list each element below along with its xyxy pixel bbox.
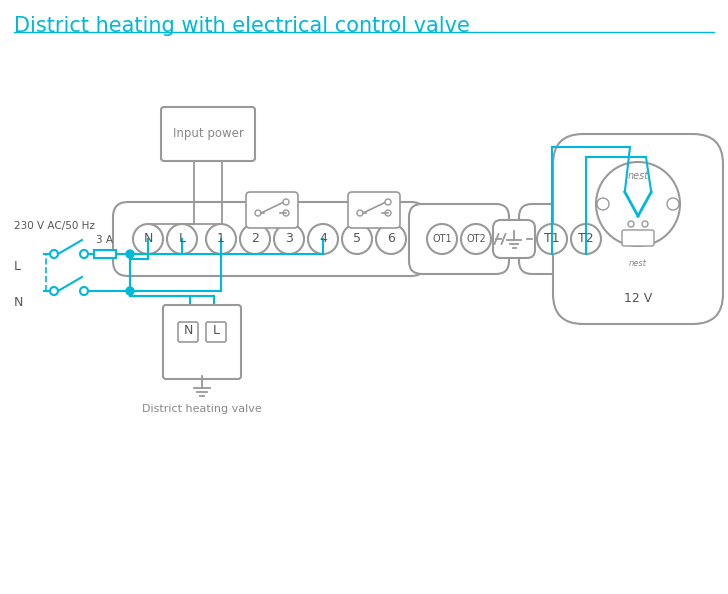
Circle shape xyxy=(308,224,338,254)
FancyBboxPatch shape xyxy=(246,192,298,228)
Circle shape xyxy=(283,210,289,216)
Text: N: N xyxy=(143,232,153,245)
Circle shape xyxy=(427,224,457,254)
Circle shape xyxy=(342,224,372,254)
Text: 1: 1 xyxy=(217,232,225,245)
Circle shape xyxy=(50,287,58,295)
Text: L: L xyxy=(213,324,220,336)
Circle shape xyxy=(126,250,134,258)
Circle shape xyxy=(240,224,270,254)
Circle shape xyxy=(50,250,58,258)
FancyBboxPatch shape xyxy=(161,107,255,161)
Text: 3: 3 xyxy=(285,232,293,245)
FancyBboxPatch shape xyxy=(622,230,654,246)
Text: T2: T2 xyxy=(578,232,594,245)
Text: L: L xyxy=(14,260,21,273)
Text: 6: 6 xyxy=(387,232,395,245)
FancyBboxPatch shape xyxy=(178,322,198,342)
FancyBboxPatch shape xyxy=(553,134,723,324)
FancyBboxPatch shape xyxy=(113,202,426,276)
Text: District heating with electrical control valve: District heating with electrical control… xyxy=(14,16,470,36)
FancyBboxPatch shape xyxy=(409,204,509,274)
Text: 12 V: 12 V xyxy=(624,292,652,305)
Text: nest: nest xyxy=(628,171,649,181)
Text: N: N xyxy=(183,324,193,336)
Text: 230 V AC/50 Hz: 230 V AC/50 Hz xyxy=(14,221,95,231)
Text: N: N xyxy=(14,296,23,309)
FancyBboxPatch shape xyxy=(348,192,400,228)
Text: nest: nest xyxy=(629,260,647,268)
Circle shape xyxy=(206,224,236,254)
Text: 5: 5 xyxy=(353,232,361,245)
Circle shape xyxy=(571,224,601,254)
Circle shape xyxy=(80,287,88,295)
Circle shape xyxy=(461,224,491,254)
Text: Input power: Input power xyxy=(173,128,243,141)
Circle shape xyxy=(126,287,134,295)
Text: L: L xyxy=(178,232,186,245)
Text: 2: 2 xyxy=(251,232,259,245)
Circle shape xyxy=(642,221,648,227)
Circle shape xyxy=(597,198,609,210)
Circle shape xyxy=(385,210,391,216)
FancyBboxPatch shape xyxy=(163,305,241,379)
Circle shape xyxy=(80,250,88,258)
Circle shape xyxy=(667,198,679,210)
Text: OT1: OT1 xyxy=(432,234,452,244)
Circle shape xyxy=(255,210,261,216)
Text: 4: 4 xyxy=(319,232,327,245)
Circle shape xyxy=(167,224,197,254)
Circle shape xyxy=(628,221,634,227)
FancyBboxPatch shape xyxy=(206,322,226,342)
Text: OT2: OT2 xyxy=(466,234,486,244)
Text: T1: T1 xyxy=(545,232,560,245)
Circle shape xyxy=(596,162,680,246)
Circle shape xyxy=(357,210,363,216)
Circle shape xyxy=(537,224,567,254)
Text: District heating valve: District heating valve xyxy=(142,404,262,414)
Circle shape xyxy=(274,224,304,254)
Circle shape xyxy=(376,224,406,254)
FancyBboxPatch shape xyxy=(94,250,116,258)
Circle shape xyxy=(385,199,391,205)
Circle shape xyxy=(133,224,163,254)
FancyBboxPatch shape xyxy=(519,204,619,274)
Text: 3 A: 3 A xyxy=(97,235,114,245)
Circle shape xyxy=(283,199,289,205)
FancyBboxPatch shape xyxy=(493,220,535,258)
